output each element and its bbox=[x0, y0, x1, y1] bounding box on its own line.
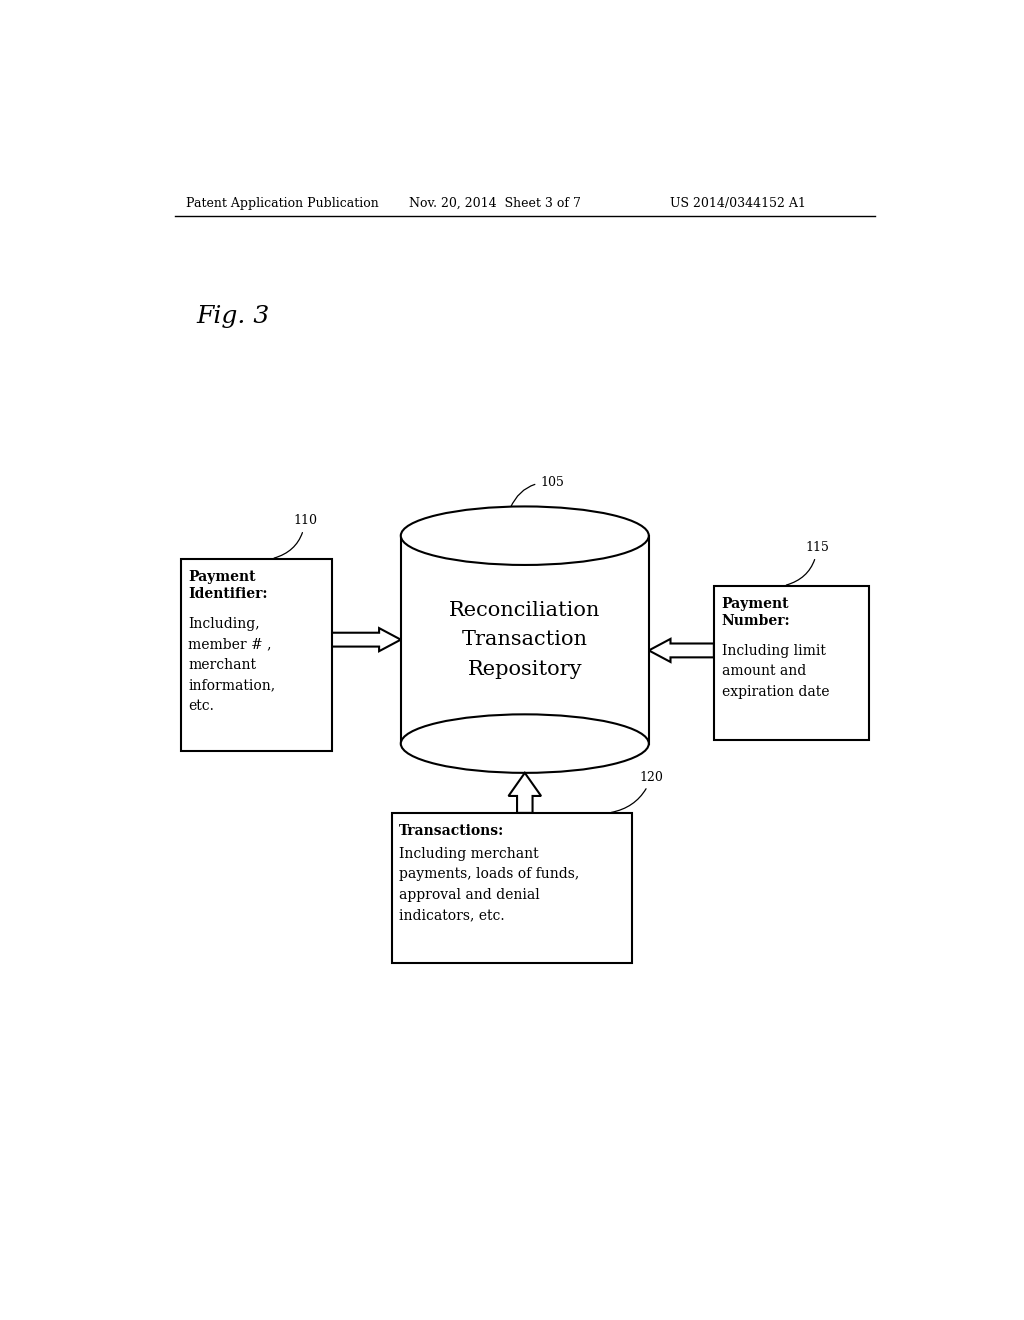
Text: 105: 105 bbox=[510, 475, 564, 508]
Text: Including limit
amount and
expiration date: Including limit amount and expiration da… bbox=[722, 644, 829, 698]
Polygon shape bbox=[649, 639, 714, 663]
Text: Payment
Identifier:: Payment Identifier: bbox=[188, 570, 268, 601]
Text: Payment
Number:: Payment Number: bbox=[722, 597, 791, 628]
Text: 110: 110 bbox=[274, 515, 317, 558]
Ellipse shape bbox=[400, 714, 649, 774]
Text: Including merchant
payments, loads of funds,
approval and denial
indicators, etc: Including merchant payments, loads of fu… bbox=[399, 847, 580, 923]
Polygon shape bbox=[509, 774, 541, 813]
Bar bbox=[714, 586, 869, 739]
Text: 115: 115 bbox=[786, 541, 829, 585]
Text: Nov. 20, 2014  Sheet 3 of 7: Nov. 20, 2014 Sheet 3 of 7 bbox=[409, 197, 581, 210]
Bar bbox=[391, 813, 632, 964]
Text: 120: 120 bbox=[611, 771, 664, 812]
Text: US 2014/0344152 A1: US 2014/0344152 A1 bbox=[671, 197, 806, 210]
Text: Reconciliation
Transaction
Repository: Reconciliation Transaction Repository bbox=[450, 601, 600, 678]
Bar bbox=[180, 558, 332, 751]
Text: Including,
member # ,
merchant
information,
etc.: Including, member # , merchant informati… bbox=[188, 616, 275, 713]
Text: Patent Application Publication: Patent Application Publication bbox=[186, 197, 379, 210]
Ellipse shape bbox=[400, 507, 649, 565]
Polygon shape bbox=[332, 628, 400, 651]
Text: Transactions:: Transactions: bbox=[399, 824, 505, 838]
Text: Fig. 3: Fig. 3 bbox=[197, 305, 269, 327]
